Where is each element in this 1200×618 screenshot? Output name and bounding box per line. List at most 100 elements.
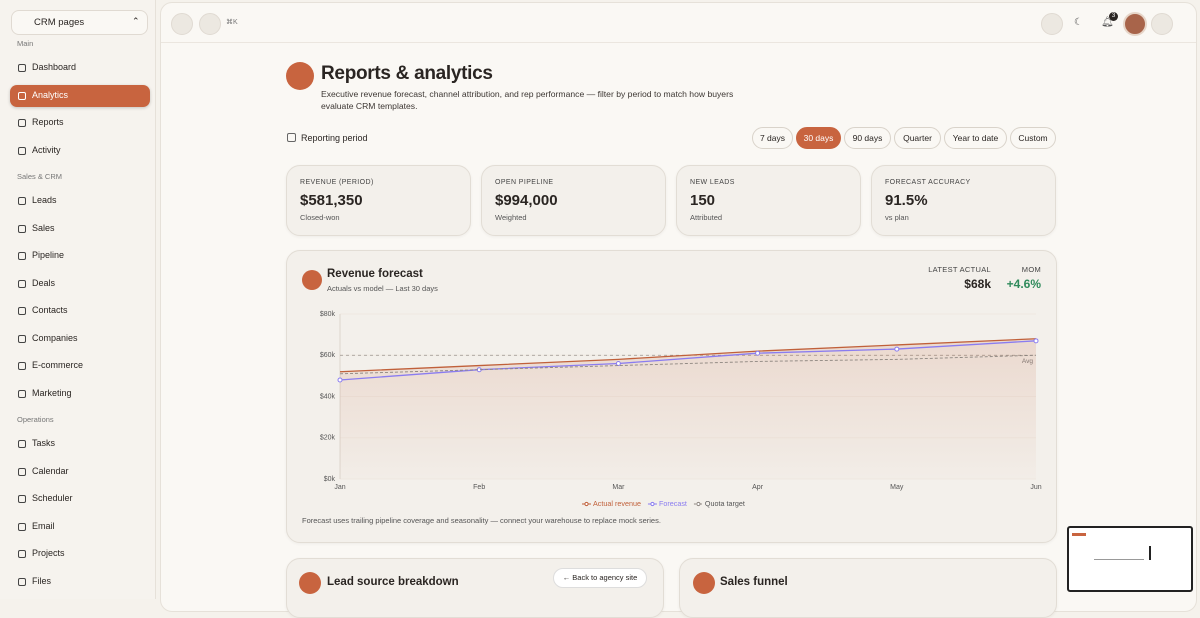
nav-label: Analytics xyxy=(32,89,69,100)
nav-item[interactable]: Companies xyxy=(10,328,150,350)
nav-label: Email xyxy=(32,520,55,531)
nav-label: Scheduler xyxy=(32,493,73,503)
nav-item[interactable]: E-commerce xyxy=(10,355,150,377)
nav-label: Files xyxy=(32,575,52,586)
nav-icon xyxy=(18,550,26,558)
nav-label: Sales xyxy=(32,222,55,233)
card-title: Sales funnel xyxy=(720,576,788,588)
kpi-card: FORECAST ACCURACY 91.5% vs plan xyxy=(871,165,1056,236)
kpi-value: 91.5% xyxy=(885,192,928,209)
kpi-value: $994,000 xyxy=(495,192,558,209)
nav-label: Calendar xyxy=(32,465,69,476)
topbar xyxy=(161,3,1196,43)
page-selector[interactable]: CRM pages xyxy=(11,10,148,35)
nav-icon xyxy=(18,146,26,155)
period-button[interactable]: 7 days xyxy=(752,127,793,149)
notification-badge: 3 xyxy=(1109,12,1118,21)
search-button[interactable] xyxy=(199,13,221,35)
section-title: Main xyxy=(17,39,34,48)
nav-icon xyxy=(18,119,26,127)
shortcut: ⌘K xyxy=(226,19,238,26)
nav-label: Dashboard xyxy=(32,62,77,72)
theme-button[interactable] xyxy=(1041,13,1063,35)
nav-item[interactable]: Projects xyxy=(10,543,150,565)
avatar[interactable] xyxy=(1123,12,1147,36)
kpi-label: OPEN PIPELINE xyxy=(495,179,554,186)
nav-item[interactable]: Marketing xyxy=(10,383,150,405)
period-button[interactable]: 90 days xyxy=(844,127,891,149)
nav-item[interactable]: Deals xyxy=(10,273,150,295)
nav-label: Companies xyxy=(32,332,78,343)
nav-item[interactable]: Tasks xyxy=(10,433,150,455)
nav-item[interactable]: Email xyxy=(10,516,150,538)
funnel-icon xyxy=(693,572,715,594)
kpi-note: Attributed xyxy=(690,213,723,222)
nav-icon xyxy=(18,577,26,586)
kpi-card: NEW LEADS 150 Attributed xyxy=(676,165,861,236)
page-title: Reports & analytics xyxy=(321,63,493,84)
nav-label: Pipeline xyxy=(32,250,65,260)
period-button[interactable]: Year to date xyxy=(944,127,1007,149)
account-button[interactable] xyxy=(1151,13,1173,35)
nav-icon xyxy=(18,224,26,233)
kpi-label: FORECAST ACCURACY xyxy=(885,179,971,186)
section-title: Operations xyxy=(17,415,54,424)
period-button[interactable]: 30 days xyxy=(796,127,841,149)
page-description: Executive revenue forecast, channel attr… xyxy=(321,89,734,111)
nav-label: Projects xyxy=(32,548,65,558)
header-icon xyxy=(286,62,314,90)
nav-label: Activity xyxy=(32,144,61,155)
nav-icon xyxy=(18,279,26,288)
kpi-note: Closed-won xyxy=(300,213,340,222)
nav-icon xyxy=(18,252,26,260)
sidebar: CRM pages ⌃ Main Dashboard Analytics Report… xyxy=(0,0,156,599)
nav-icon xyxy=(18,307,26,315)
nav-icon xyxy=(18,362,26,370)
dark-mode[interactable]: ☾ xyxy=(1074,17,1083,28)
nav-item[interactable]: Sales xyxy=(10,218,150,240)
nav-item[interactable]: Calendar xyxy=(10,461,150,483)
nav-item[interactable]: Dashboard xyxy=(10,57,150,79)
nav-icon xyxy=(18,440,26,448)
period-label: Reporting period xyxy=(301,133,368,143)
kpi-value: $581,350 xyxy=(300,192,363,209)
kpi-card: OPEN PIPELINE $994,000 Weighted xyxy=(481,165,666,236)
nav-icon xyxy=(18,389,26,398)
nav-icon xyxy=(18,64,26,72)
nav-label: E-commerce xyxy=(32,360,84,370)
sidebar-toggle[interactable] xyxy=(171,13,193,35)
card-title: Lead source breakdown xyxy=(327,576,459,588)
kpi-label: NEW LEADS xyxy=(690,179,735,186)
nav-item[interactable]: Activity xyxy=(10,140,150,162)
kpi-note: Weighted xyxy=(495,213,527,222)
section-title: Sales & CRM xyxy=(17,172,63,181)
nav-icon xyxy=(18,334,26,343)
lead-source-card xyxy=(286,558,664,618)
preview-thumbnail xyxy=(1067,526,1193,592)
calendar-icon xyxy=(287,133,296,142)
nav-label: Contacts xyxy=(32,305,68,315)
nav-item[interactable]: Files xyxy=(10,571,150,593)
nav-item[interactable]: Scheduler xyxy=(10,488,150,510)
kpi-card: REVENUE (PERIOD) $581,350 Closed-won xyxy=(286,165,471,236)
back-link[interactable]: ← Back to agency site xyxy=(553,568,647,588)
nav-label: Leads xyxy=(32,195,57,205)
nav-icon xyxy=(18,467,26,476)
nav-item[interactable]: Contacts xyxy=(10,300,150,322)
period-button[interactable]: Quarter xyxy=(894,127,941,149)
nav-icon xyxy=(18,522,26,531)
kpi-label: REVENUE (PERIOD) xyxy=(300,179,374,186)
nav-label: Reports xyxy=(32,117,64,127)
nav-icon xyxy=(18,197,26,205)
funnel-card xyxy=(679,558,1057,618)
nav-item[interactable]: Leads xyxy=(10,190,150,212)
nav-item[interactable]: Pipeline xyxy=(10,245,150,267)
period-button[interactable]: Custom xyxy=(1010,127,1056,149)
bell[interactable]: 🔔︎ xyxy=(1101,17,1114,28)
nav-item[interactable]: Reports xyxy=(10,112,150,134)
nav-item[interactable]: Analytics xyxy=(10,84,150,107)
kpi-note: vs plan xyxy=(885,213,909,222)
chevron: ⌃ xyxy=(132,16,140,26)
nav-icon xyxy=(18,91,26,100)
